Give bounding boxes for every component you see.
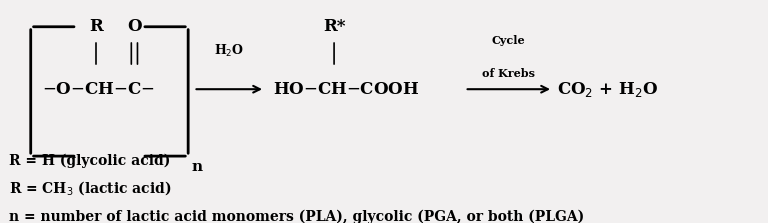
Text: O: O bbox=[127, 18, 142, 35]
Text: H$_2$O: H$_2$O bbox=[214, 43, 244, 59]
Text: Cycle: Cycle bbox=[492, 35, 525, 46]
Text: CO$_2$ + H$_2$O: CO$_2$ + H$_2$O bbox=[557, 80, 657, 99]
Text: HO$-$CH$-$COOH: HO$-$CH$-$COOH bbox=[273, 81, 419, 98]
Text: R = H (glycolic acid): R = H (glycolic acid) bbox=[9, 153, 170, 168]
Text: n = number of lactic acid monomers (PLA), glycolic (PGA, or both (PLGA): n = number of lactic acid monomers (PLA)… bbox=[9, 209, 584, 223]
Text: $-$O$-$CH$-$C$-$: $-$O$-$CH$-$C$-$ bbox=[42, 81, 155, 98]
Text: R: R bbox=[89, 18, 103, 35]
Text: R = CH$_3$ (lactic acid): R = CH$_3$ (lactic acid) bbox=[9, 180, 171, 197]
Text: R*: R* bbox=[323, 18, 346, 35]
Text: of Krebs: of Krebs bbox=[482, 68, 535, 79]
Text: n: n bbox=[192, 160, 203, 174]
